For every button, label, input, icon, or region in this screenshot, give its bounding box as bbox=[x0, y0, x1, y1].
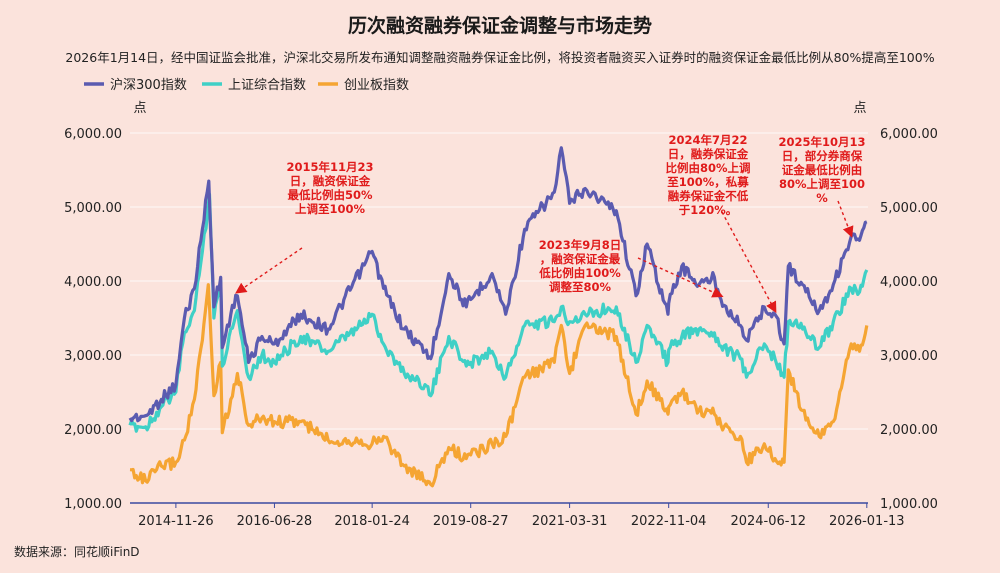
y-tick-label-left: 2,000.00 bbox=[64, 423, 122, 438]
x-axis: 2014-11-26 2016-06-28 2018-01-24 2019-08-27… bbox=[138, 503, 905, 529]
annotation-line: 上调至100% bbox=[295, 202, 366, 216]
series-line-shanghai bbox=[128, 192, 869, 433]
y-axis-left: 1,000.00 2,000.00 3,000.00 4,000.00 5,000.00… bbox=[64, 127, 122, 512]
y-unit-right: 点 bbox=[853, 101, 866, 116]
chart-subtitle: 2026年1月14日，经中国证监会批准，沪深北交易所发布通知调整融资融券保证金比… bbox=[65, 50, 934, 65]
annotation-arrow bbox=[837, 200, 854, 238]
x-tick-label: 2026-01-13 bbox=[829, 514, 905, 529]
series-line-hs300 bbox=[128, 146, 868, 423]
annotation-line: 低比例由100% bbox=[538, 266, 621, 280]
annotation-line: 至100%，私募 bbox=[667, 175, 749, 189]
annotation-line: % bbox=[816, 191, 828, 205]
y-unit-left: 点 bbox=[133, 101, 146, 116]
y-tick-label-right: 4,000.00 bbox=[880, 275, 938, 290]
annotation-line: 80%上调至100 bbox=[779, 177, 865, 191]
annotation-line: 于120%。 bbox=[679, 203, 738, 217]
y-tick-label-right: 6,000.00 bbox=[880, 127, 938, 142]
legend-item: 上证综合指数 bbox=[228, 78, 306, 93]
x-tick-label: 2019-08-27 bbox=[433, 514, 509, 529]
annotation-line: 2025年10月13 bbox=[778, 135, 865, 149]
annotation-line: 调整至80% bbox=[549, 280, 612, 294]
y-tick-label-right: 5,000.00 bbox=[880, 201, 938, 216]
x-tick-label: 2021-03-31 bbox=[532, 514, 608, 529]
chart-title: 历次融资融券保证金调整与市场走势 bbox=[348, 14, 652, 37]
x-tick-label: 2014-11-26 bbox=[138, 514, 214, 529]
y-tick-label-right: 1,000.00 bbox=[880, 497, 938, 512]
annotation-arrow bbox=[721, 211, 777, 314]
annotation-line: 融券保证金不低 bbox=[668, 189, 749, 203]
annotation-line: 最低比例由50% bbox=[287, 188, 373, 202]
annotations: 2015年11月23 日，融资保证金最低比例由50%上调至100% 2023年9月8… bbox=[235, 133, 866, 314]
y-axis-right: 1,000.00 2,000.00 3,000.00 4,000.00 5,000.00… bbox=[880, 127, 938, 512]
y-tick-label-right: 3,000.00 bbox=[880, 349, 938, 364]
annotation-text: 2023年9月8日，融资保证金最低比例由100%调整至80% bbox=[538, 238, 621, 294]
y-tick-label-left: 3,000.00 bbox=[64, 349, 122, 364]
y-tick-label-left: 6,000.00 bbox=[64, 127, 122, 142]
y-tick-label-left: 5,000.00 bbox=[64, 201, 122, 216]
y-tick-label-right: 2,000.00 bbox=[880, 423, 938, 438]
legend: 沪深300指数 上证综合指数 创业板指数 bbox=[84, 77, 409, 93]
y-tick-label-left: 4,000.00 bbox=[64, 275, 122, 290]
annotation-line: 日，部分券商保 bbox=[782, 149, 863, 163]
annotation-line: 比例由80%上调 bbox=[665, 161, 750, 175]
series-line-chinext bbox=[129, 283, 869, 488]
annotation-line: 日，融资保证金 bbox=[290, 174, 371, 188]
annotation-line: 2015年11月23 bbox=[286, 160, 373, 174]
x-tick-label: 2022-11-04 bbox=[631, 514, 707, 529]
legend-item: 创业板指数 bbox=[344, 78, 409, 93]
annotation-line: 日，融券保证金 bbox=[668, 147, 749, 161]
legend-item: 沪深300指数 bbox=[110, 77, 187, 93]
x-tick-label: 2024-06-12 bbox=[730, 514, 806, 529]
annotation-line: 2023年9月8日 bbox=[539, 238, 622, 252]
annotation-line: 证金最低比例由 bbox=[782, 163, 863, 177]
annotation-line: 2024年7月22 bbox=[668, 133, 747, 147]
series-lines bbox=[128, 146, 869, 488]
annotation-text: 2024年7月22 日，融券保证金比例由80%上调至100%，私募融券保证金不低于… bbox=[665, 133, 750, 217]
annotation-text: 2015年11月23 日，融资保证金最低比例由50%上调至100% bbox=[286, 160, 373, 216]
annotation-text: 2025年10月13 日，部分券商保证金最低比例由 80%上调至100% bbox=[778, 135, 865, 205]
y-tick-label-left: 1,000.00 bbox=[64, 497, 122, 512]
annotation-line: ，融资保证金最 bbox=[540, 252, 621, 266]
annotation-arrow bbox=[235, 247, 303, 294]
x-tick-label: 2018-01-24 bbox=[334, 514, 410, 529]
x-tick-label: 2016-06-28 bbox=[237, 514, 313, 529]
source-note: 数据来源：同花顺iFinD bbox=[14, 544, 140, 559]
